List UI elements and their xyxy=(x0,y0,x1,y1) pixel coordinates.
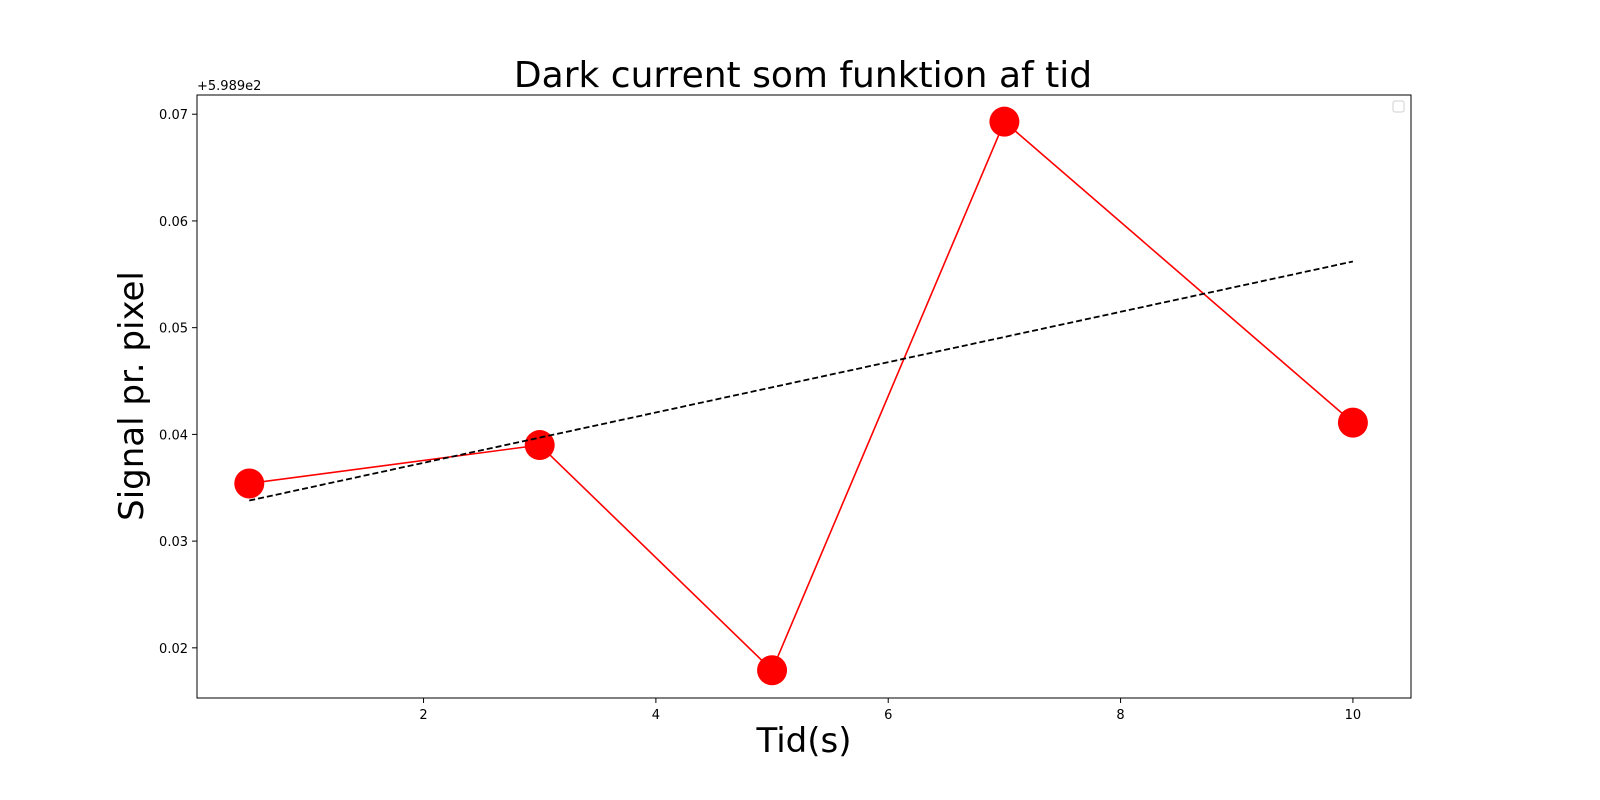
trend-line xyxy=(249,260,1354,502)
x-tick-label: 6 xyxy=(884,708,892,723)
chart-title: Dark current som funktion af tid xyxy=(514,55,1092,96)
x-tick-label: 10 xyxy=(1345,708,1362,723)
plot-frame xyxy=(196,94,1412,699)
y-tick-label: 0.05 xyxy=(159,322,188,337)
data-point xyxy=(234,468,265,499)
y-tick-label: 0.04 xyxy=(159,428,188,443)
legend-box xyxy=(1392,100,1405,113)
x-tick-label: 8 xyxy=(1116,708,1124,723)
data-point xyxy=(757,655,788,686)
y-offset-label: +5.989e2 xyxy=(197,79,261,94)
y-tick-label: 0.07 xyxy=(159,108,188,123)
data-point xyxy=(524,430,555,461)
data-point xyxy=(1337,407,1368,438)
y-tick-label: 0.03 xyxy=(159,535,188,550)
data-point xyxy=(989,106,1020,137)
y-axis-title: Signal pr. pixel xyxy=(112,271,152,521)
x-axis-title: Tid(s) xyxy=(756,721,852,761)
x-tick-label: 4 xyxy=(652,708,660,723)
y-tick-label: 0.02 xyxy=(159,642,188,657)
y-tick-label: 0.06 xyxy=(159,215,188,230)
plot-area: 2 4 6 8 10 0.02 0.03 0.04 0.05 0.06 0.07 xyxy=(159,106,1368,723)
x-tick-label: 2 xyxy=(419,708,427,723)
